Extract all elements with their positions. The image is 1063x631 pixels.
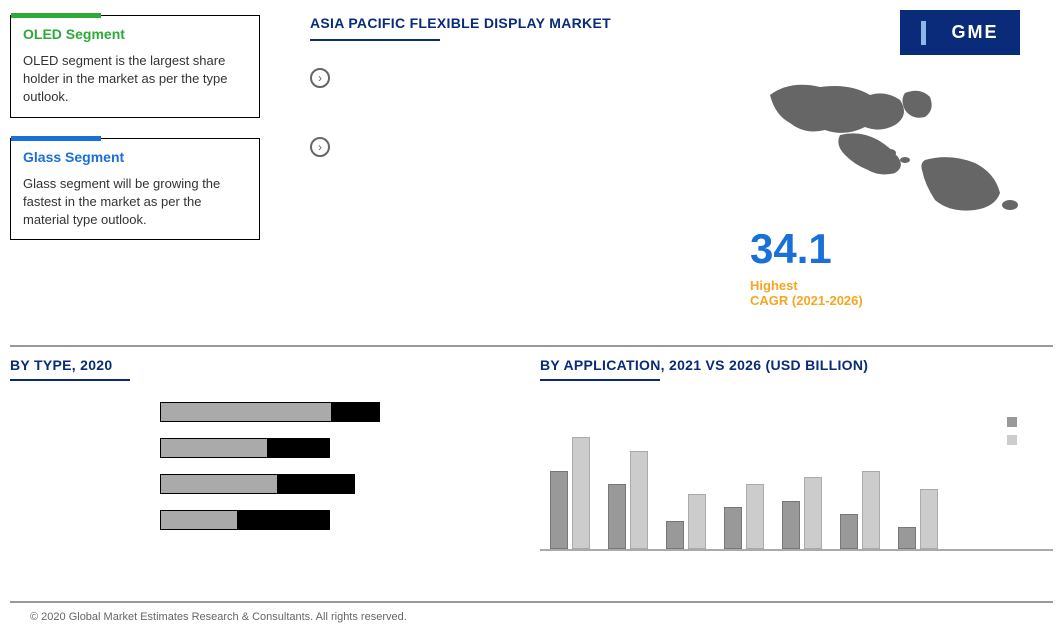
legend-item-2026 [1007, 435, 1023, 445]
bar-2021 [898, 527, 916, 549]
footer-divider [10, 601, 1053, 603]
hbar-bg [160, 402, 380, 422]
bar-group [724, 484, 764, 549]
section-title: BY TYPE, 2020 [10, 357, 510, 373]
card-accent-bar [11, 136, 101, 141]
bar-2026 [862, 471, 880, 549]
bullet-row: › Lorem ipsum dolor sit amet consectetur… [310, 135, 740, 174]
legend-item-2021 [1007, 417, 1023, 427]
hbar-row [160, 473, 510, 495]
hbar-bg [160, 438, 330, 458]
gme-logo: GME [900, 10, 1020, 55]
bar-2021 [666, 521, 684, 549]
hbar-row [160, 509, 510, 531]
bar-2021 [550, 471, 568, 549]
section-underline [540, 379, 660, 381]
segment-cards: OLED Segment OLED segment is the largest… [10, 10, 260, 340]
by-type-chart: BY TYPE, 2020 [10, 357, 510, 592]
card-body: OLED segment is the largest share holder… [23, 52, 247, 107]
bottom-section: BY TYPE, 2020 BY APPLICATION, 2021 VS 20… [10, 352, 1053, 592]
glass-segment-card: Glass Segment Glass segment will be grow… [10, 138, 260, 241]
vertical-bar-chart [540, 401, 1053, 551]
bar-2021 [608, 484, 626, 549]
hbar-row [160, 437, 510, 459]
bar-group [782, 477, 822, 549]
bar-group [898, 489, 938, 549]
chevron-right-icon: › [310, 137, 330, 157]
bar-2026 [804, 477, 822, 549]
bar-group [550, 437, 590, 549]
bar-2026 [630, 451, 648, 549]
hbar-row [160, 401, 510, 423]
legend-swatch [1007, 435, 1017, 445]
card-body: Glass segment will be growing the fastes… [23, 175, 247, 230]
title-underline [310, 39, 440, 41]
top-section: OLED Segment OLED segment is the largest… [10, 10, 1053, 340]
bar-2026 [572, 437, 590, 549]
copyright-text: © 2020 Global Market Estimates Research … [30, 611, 407, 623]
hbar-fill [161, 475, 277, 493]
bar-group [840, 471, 880, 549]
card-title: OLED Segment [23, 26, 247, 42]
bar-2026 [746, 484, 764, 549]
hbar-bg [160, 510, 330, 530]
hbar-bg [160, 474, 355, 494]
hbar-fill [161, 403, 331, 421]
bar-2021 [840, 514, 858, 549]
bar-group [608, 451, 648, 549]
hbar-fill [161, 439, 267, 457]
asia-pacific-map [750, 75, 1030, 215]
chart-legend [1007, 417, 1023, 453]
middle-column: ASIA PACIFIC FLEXIBLE DISPLAY MARKET › L… [260, 10, 740, 340]
bar-group [666, 494, 706, 549]
bar-2026 [920, 489, 938, 549]
horizontal-bars [10, 401, 510, 531]
by-application-chart: BY APPLICATION, 2021 VS 2026 (USD BILLIO… [510, 357, 1053, 592]
section-underline [10, 379, 130, 381]
section-divider [10, 345, 1053, 347]
bar-2026 [688, 494, 706, 549]
bar-2021 [724, 507, 742, 549]
map-icon [750, 75, 1030, 215]
bar-2021 [782, 501, 800, 549]
logo-text: GME [951, 22, 998, 43]
bar-chart-icon [921, 21, 945, 45]
section-title: BY APPLICATION, 2021 VS 2026 (USD BILLIO… [540, 357, 1053, 373]
oled-segment-card: OLED Segment OLED segment is the largest… [10, 15, 260, 118]
card-title: Glass Segment [23, 149, 247, 165]
cagr-value: 34.1 [750, 225, 1030, 273]
card-accent-bar [11, 13, 101, 18]
cagr-label-highest: Highest [750, 278, 1030, 293]
legend-swatch [1007, 417, 1017, 427]
hbar-fill [161, 511, 237, 529]
chevron-right-icon: › [310, 68, 330, 88]
right-column: GME 34.1 Highest [740, 10, 1030, 340]
main-title: ASIA PACIFIC FLEXIBLE DISPLAY MARKET [310, 15, 740, 31]
cagr-label-period: CAGR (2021-2026) [750, 293, 1030, 308]
bullet-row: › Lorem ipsum dolor sit amet consectetur… [310, 66, 740, 105]
infographic-container: OLED Segment OLED segment is the largest… [0, 0, 1063, 631]
